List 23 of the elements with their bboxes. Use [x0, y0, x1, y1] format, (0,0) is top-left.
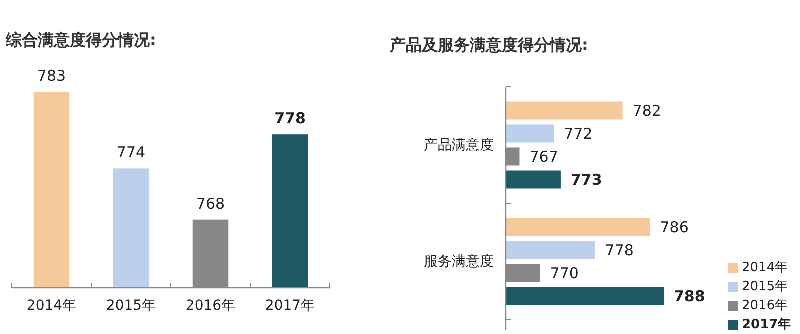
data-label: 767 [530, 148, 558, 166]
chart-title: 产品及服务满意度得分情况: [389, 36, 588, 54]
data-label: 770 [550, 264, 579, 282]
data-label: 783 [37, 67, 66, 85]
data-label: 772 [564, 124, 593, 143]
x-tick-label: 2016年 [186, 298, 236, 314]
y-tick-label: 服务满意度 [424, 254, 494, 270]
data-label: 788 [674, 287, 706, 306]
legend-label: 2015年 [742, 280, 788, 294]
data-label: 774 [116, 144, 146, 162]
data-label: 778 [274, 110, 306, 128]
data-label: 786 [660, 218, 689, 236]
legend-label: 2017年 [742, 318, 792, 332]
legend-label: 2014年 [742, 260, 788, 276]
y-tick-label: 产品满意度 [424, 137, 494, 154]
chart-title: 综合满意度得分情况: [5, 30, 156, 50]
x-tick-label: 2015年 [106, 298, 156, 314]
x-tick-label: 2017年 [265, 298, 316, 314]
x-tick-label: 2014年 [26, 298, 77, 314]
data-label: 782 [632, 102, 662, 120]
data-label: 773 [570, 170, 602, 189]
data-label: 778 [605, 241, 634, 260]
data-label: 768 [196, 194, 226, 213]
